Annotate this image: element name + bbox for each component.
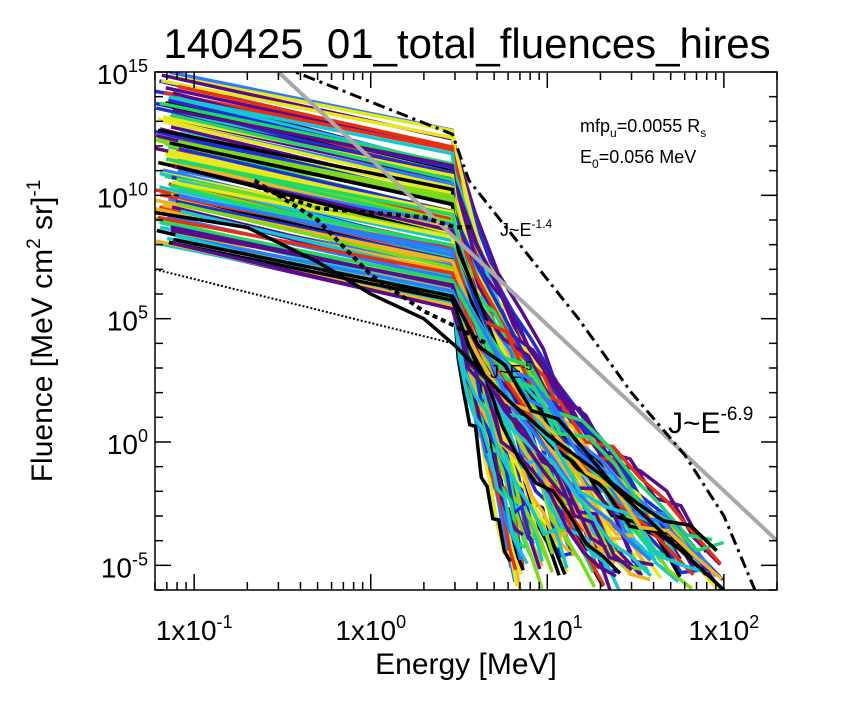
reference-line-upper-envelope: [291, 72, 757, 590]
reference-lines: [155, 72, 777, 590]
reference-line-lower-envelope: [155, 268, 453, 345]
y-tick-label: 1010: [97, 179, 148, 213]
fluence-series-line: [166, 214, 703, 565]
reference-line-power-law-6.9: [277, 72, 777, 543]
fit-label-1-4: J~E-1.4: [500, 217, 553, 240]
chart-title: 140425_01_total_fluences_hires: [163, 20, 770, 67]
fit-label-5: J~E-5: [490, 359, 533, 382]
reference-line-fit-1.4: [246, 181, 474, 230]
y-tick-label: 10-5: [101, 549, 148, 583]
fluence-series-line: [159, 220, 725, 553]
x-tick-label: 1x100: [335, 612, 406, 646]
fluence-series-line: [156, 241, 569, 569]
axis-ticks: [154, 71, 778, 591]
fluence-series-line: [168, 240, 622, 575]
x-tick-label: 1x101: [512, 612, 583, 646]
y-axis-label: Fluence [MeV cm2 sr]-1: [24, 180, 59, 483]
y-tick-label: 1015: [97, 56, 148, 90]
y-tick-label: 100: [107, 426, 148, 460]
x-axis-label: Energy [MeV]: [375, 648, 557, 681]
reference-line-mean-spectrum: [155, 210, 726, 590]
tick-labels: 1x10-1 1x100 1x101 1x102 1015 1010 105 100 10-5: [97, 56, 759, 646]
mfp-annotation: mfpu=0.0055 Rs: [580, 116, 706, 140]
plot-frame: [154, 71, 778, 591]
fluence-series-line: [155, 239, 723, 581]
e0-annotation: E0=0.056 MeV: [580, 147, 696, 171]
reference-line-fit-5: [253, 178, 488, 346]
x-tick-label: 1x102: [688, 612, 759, 646]
x-tick-label: 1x10-1: [156, 612, 233, 646]
fluence-series-line: [172, 241, 628, 565]
fit-label-6-9: J~E-6.9: [668, 404, 753, 440]
y-tick-label: 105: [107, 303, 148, 337]
